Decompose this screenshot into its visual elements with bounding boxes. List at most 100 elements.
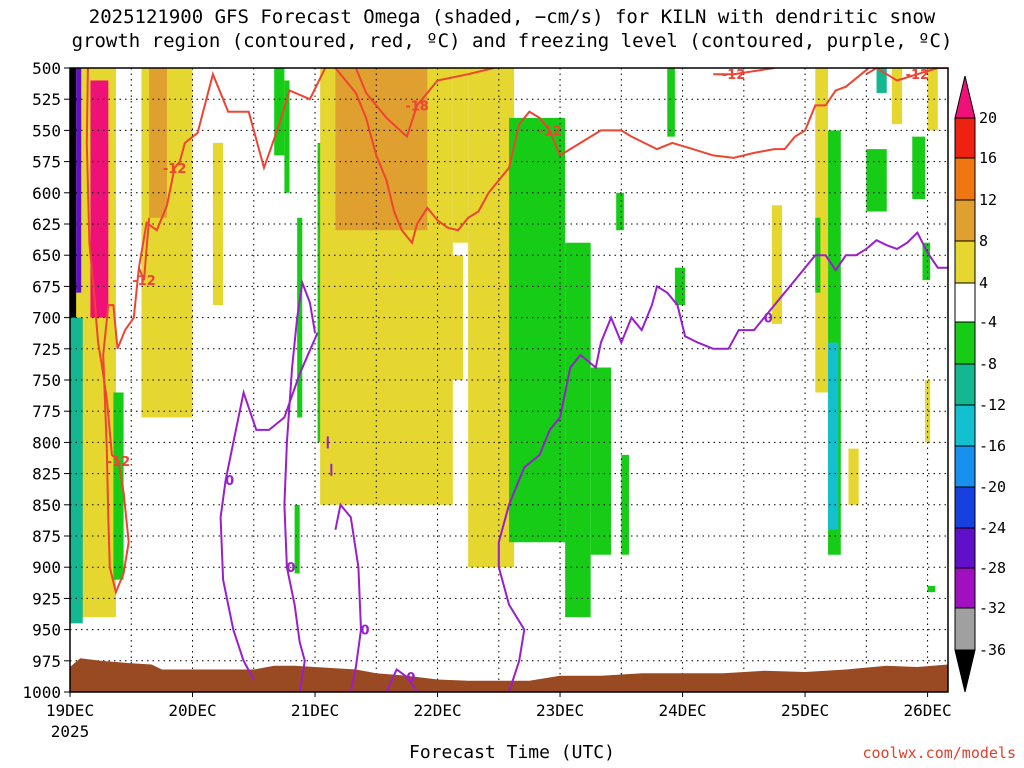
colorbar-segment <box>954 567 976 609</box>
freezing-contour-label: 0 <box>360 624 369 639</box>
dgz-contour-label: -12 <box>906 68 930 83</box>
freezing-contour-label: 0 <box>406 671 415 686</box>
y-tick-label: 875 <box>32 527 61 546</box>
dgz-contour-label: -12 <box>132 274 156 289</box>
colorbar-label: -4 <box>979 313 997 331</box>
omega-region <box>294 504 300 574</box>
y-tick-label: 925 <box>32 589 61 608</box>
omega-region <box>274 68 285 156</box>
colorbar-label: -12 <box>979 396 1006 414</box>
dgz-contour-label: -12 <box>538 124 562 139</box>
dgz-contour-label: -12 <box>107 455 131 470</box>
x-tick-label: 19DEC <box>46 701 94 720</box>
colorbar: 20 16 12 8 4 -4 -8 -12 -16 -20 -24 -28 -32 -36 <box>954 75 1006 693</box>
colorbar-label: -28 <box>979 559 1006 577</box>
y-tick-label: 525 <box>32 90 61 109</box>
x-tick-label: 21DEC <box>291 701 339 720</box>
colorbar-label: 12 <box>979 191 997 209</box>
y-tick-label: 575 <box>32 153 61 172</box>
colorbar-label: -36 <box>979 641 1006 659</box>
y-tick-label: 800 <box>32 433 61 452</box>
colorbar-label: -8 <box>979 355 997 373</box>
credit-link[interactable]: coolwx.com/models <box>862 744 1016 762</box>
omega-region <box>848 448 859 505</box>
omega-region <box>70 68 77 318</box>
dgz-contour <box>85 68 130 596</box>
omega-region <box>565 242 591 618</box>
omega-region <box>335 68 428 231</box>
omega-region <box>927 585 936 593</box>
x-tick-label: 24DEC <box>658 701 706 720</box>
omega-region <box>70 317 83 624</box>
dgz-contour-label: -12 <box>722 68 746 83</box>
dgz-contour <box>137 217 151 281</box>
freezing-level-contours: 0 0 0 0 0 <box>219 231 948 692</box>
chart-title-line2: growth region (contoured, red, ºC) and f… <box>71 30 953 52</box>
y-axis: 500 525 550 575 600 625 650 675 700 725 750 775 800 8… <box>22 59 70 702</box>
omega-region <box>922 242 931 281</box>
omega-region <box>621 454 629 555</box>
x-axis: 19DEC 2025 20DEC 21DEC 22DEC 23DEC 24DEC 25DEC 2… <box>46 692 952 741</box>
omega-region <box>76 68 82 293</box>
terrain-fill <box>70 658 948 692</box>
dendritic-growth-contours: -12 -12 -12 -12 -18 -12 -12 <box>85 68 948 596</box>
omega-region <box>468 68 515 568</box>
omega-region <box>149 68 167 218</box>
freezing-contour-label: 0 <box>225 474 234 489</box>
omega-region <box>925 380 931 443</box>
x-axis-label: Forecast Time (UTC) <box>409 742 615 763</box>
x-tick-label: 20DEC <box>168 701 216 720</box>
y-tick-label: 975 <box>32 652 61 671</box>
colorbar-label: -24 <box>979 519 1006 537</box>
omega-region <box>674 267 686 306</box>
freezing-contour-label: 0 <box>764 312 773 327</box>
y-tick-label: 700 <box>32 309 61 328</box>
omega-region <box>90 80 109 318</box>
y-tick-label: 675 <box>32 277 61 296</box>
y-tick-label: 550 <box>32 121 61 140</box>
omega-region <box>590 367 612 555</box>
x-tick-sublabel: 2025 <box>51 722 90 741</box>
omega-shading <box>70 68 938 624</box>
omega-region <box>912 136 926 200</box>
dgz-contour <box>334 68 871 245</box>
freezing-contour <box>334 502 363 692</box>
omega-region <box>616 192 624 231</box>
x-tick-label: 25DEC <box>781 701 829 720</box>
omega-region <box>771 205 783 324</box>
x-tick-label: 22DEC <box>413 701 461 720</box>
freezing-contour-label: 0 <box>286 561 295 576</box>
y-tick-label: 625 <box>32 215 61 234</box>
freezing-contour <box>385 667 418 692</box>
omega-region <box>452 68 469 243</box>
dgz-contour <box>102 68 327 449</box>
omega-region <box>815 68 829 393</box>
colorbar-segment <box>954 240 976 284</box>
omega-region <box>284 80 290 193</box>
colorbar-segment <box>954 445 976 488</box>
omega-region <box>828 342 839 530</box>
omega-region <box>509 117 566 543</box>
dgz-contour-label: -18 <box>405 99 429 114</box>
y-tick-label: 900 <box>32 558 61 577</box>
colorbar-segment <box>954 527 976 569</box>
colorbar-segment <box>954 607 976 651</box>
colorbar-label: 16 <box>979 149 997 167</box>
x-tick-label: 26DEC <box>903 701 951 720</box>
colorbar-label: 8 <box>979 232 988 250</box>
y-tick-label: 600 <box>32 184 61 203</box>
colorbar-bottom-triangle <box>954 649 976 693</box>
y-tick-label: 950 <box>32 621 61 640</box>
dgz-contour <box>354 68 494 139</box>
colorbar-segment <box>954 282 976 323</box>
colorbar-segment <box>954 199 976 242</box>
colorbar-segment <box>954 321 976 365</box>
colorbar-label: -32 <box>979 599 1006 617</box>
grid <box>70 68 948 692</box>
colorbar-segment <box>954 404 976 447</box>
freezing-contour <box>219 332 319 680</box>
dgz-contour-label: -12 <box>163 162 187 177</box>
chart-title-line1: 2025121900 GFS Forecast Omega (shaded, −… <box>88 6 936 28</box>
y-tick-label: 500 <box>32 59 61 78</box>
